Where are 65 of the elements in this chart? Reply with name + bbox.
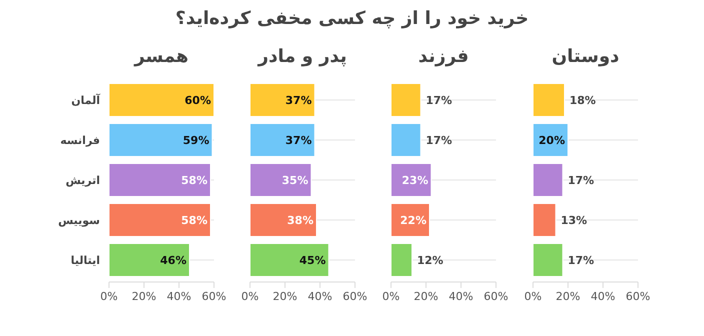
x-tick-label: 20% xyxy=(272,290,298,303)
chart-title: همسر xyxy=(133,46,189,67)
bar xyxy=(250,163,312,197)
x-tick-label: 60% xyxy=(626,290,650,303)
data-label: 12% xyxy=(417,254,444,267)
chart-title: دوستان xyxy=(552,46,620,67)
bar xyxy=(108,163,211,197)
data-label: 17% xyxy=(426,94,452,107)
data-label: 13% xyxy=(560,214,588,227)
x-tick-label: 20% xyxy=(556,290,580,303)
x-tick-label: 0% xyxy=(241,290,259,303)
x-tick-label: 60% xyxy=(202,290,226,303)
data-label: 37% xyxy=(285,134,312,147)
x-tick-label: 60% xyxy=(484,290,508,303)
y-tick-label: اتریش xyxy=(66,174,100,187)
data-label: 37% xyxy=(285,94,312,107)
bar xyxy=(390,163,432,197)
x-tick-label: 20% xyxy=(414,290,438,303)
x-tick-label: 0% xyxy=(382,290,400,303)
data-label: 59% xyxy=(182,134,210,147)
data-label: 58% xyxy=(181,214,208,227)
y-tick-label: فرانسه xyxy=(60,134,100,147)
data-label: 17% xyxy=(568,254,594,267)
y-tick-label: آلمان xyxy=(71,93,100,107)
bar xyxy=(108,243,190,277)
bar xyxy=(390,123,422,157)
x-tick-label: 20% xyxy=(132,290,156,303)
bar xyxy=(250,83,316,117)
bar xyxy=(250,123,316,157)
x-tick-label: 40% xyxy=(308,290,332,303)
data-label: 18% xyxy=(570,94,596,107)
y-tick-label: سوییس xyxy=(58,214,100,227)
data-label: 17% xyxy=(426,134,452,147)
x-tick-label: 40% xyxy=(166,290,192,303)
data-label: 58% xyxy=(181,174,208,187)
bar xyxy=(108,123,213,157)
data-label: 46% xyxy=(160,254,186,267)
bar xyxy=(390,203,430,237)
data-label: 23% xyxy=(402,174,428,187)
bar xyxy=(108,203,211,237)
chart-title: فرزند xyxy=(418,46,469,67)
bar xyxy=(532,163,564,197)
data-label: 17% xyxy=(568,174,594,187)
bar xyxy=(532,243,564,277)
bar xyxy=(250,203,317,237)
x-tick-label: 40% xyxy=(448,290,474,303)
x-tick-label: 0% xyxy=(100,290,118,303)
x-tick-label: 40% xyxy=(590,290,616,303)
bar xyxy=(390,243,412,277)
data-label: 20% xyxy=(538,134,565,147)
chart-title: پدر و مادر xyxy=(257,46,347,67)
x-tick-label: 0% xyxy=(524,290,542,303)
text: خرید خود را از چه کسی مخفی کرده‌اید؟ xyxy=(175,8,529,29)
bar xyxy=(390,83,422,117)
bar xyxy=(532,83,565,117)
data-label: 45% xyxy=(299,254,326,267)
x-tick-label: 60% xyxy=(342,290,368,303)
data-label: 35% xyxy=(282,174,308,187)
data-label: 22% xyxy=(400,214,426,227)
data-label: 60% xyxy=(184,94,211,107)
bar xyxy=(250,243,330,277)
bar xyxy=(532,203,556,237)
data-label: 38% xyxy=(287,214,314,227)
bar xyxy=(108,83,214,117)
y-tick-label: ایتالیا xyxy=(70,254,100,267)
